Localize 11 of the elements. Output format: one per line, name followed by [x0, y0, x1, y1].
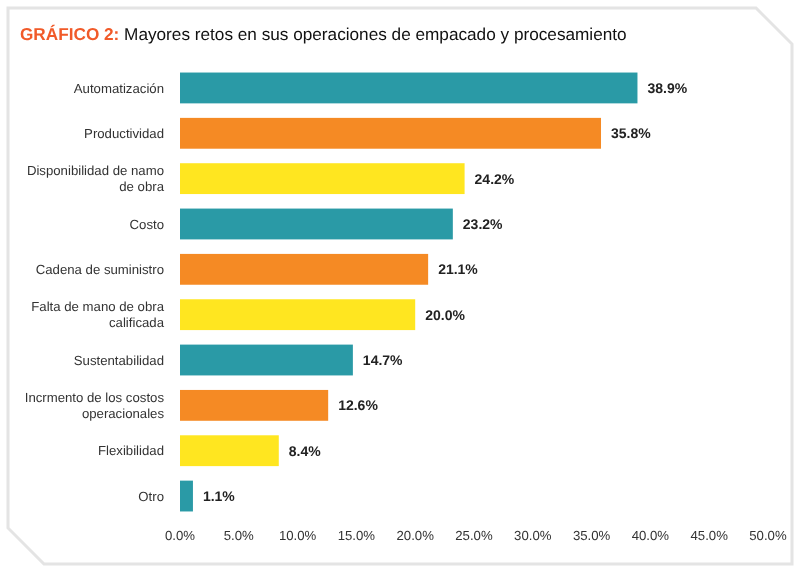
bar [180, 389, 329, 421]
bar [180, 344, 353, 376]
bar [180, 117, 602, 149]
bar [180, 72, 638, 104]
bar [180, 208, 453, 240]
bar [180, 435, 279, 467]
chart-title: GRÁFICO 2: Mayores retos en sus operaciones de empacado y procesamiento [20, 24, 628, 44]
bar [180, 253, 429, 285]
bar [180, 480, 193, 512]
bar [180, 163, 465, 195]
bar [180, 299, 416, 331]
